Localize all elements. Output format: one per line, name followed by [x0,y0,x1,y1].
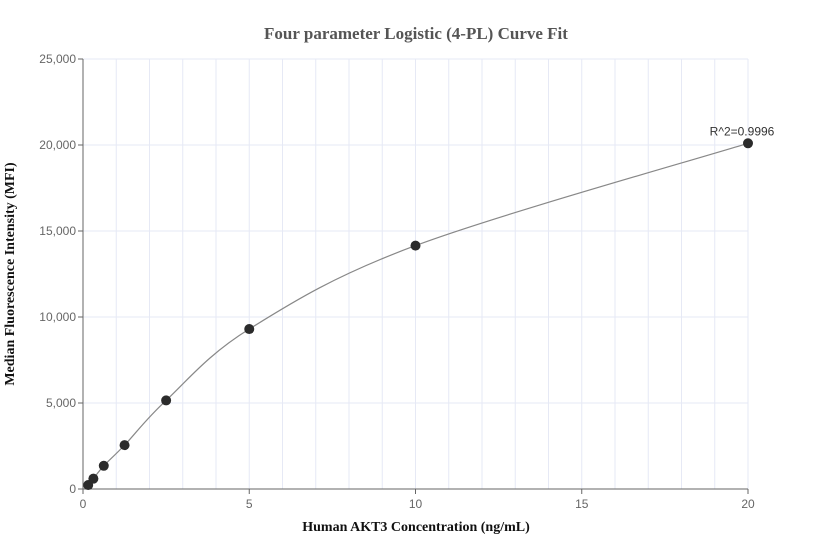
y-tick-label: 25,000 [39,52,76,66]
data-point [410,240,421,251]
x-tick-label: 0 [80,497,87,511]
data-point [161,395,172,406]
fit-curve [87,142,749,486]
grid [83,58,749,489]
data-point [743,138,753,149]
y-tick-label: 20,000 [39,138,76,152]
x-tick-label: 20 [741,497,755,511]
axes: 0 5,000 10,000 15,000 20,000 25,000 0 5 10 15 20 [39,52,755,511]
x-axis-label: Human AKT3 Concentration (ng/mL) [302,520,530,535]
x-tick-label: 10 [409,497,423,511]
y-tick-label: 0 [69,482,76,496]
y-tick-label: 10,000 [39,310,76,324]
data-point [119,440,130,451]
data-points [83,138,753,491]
x-tick-label: 5 [246,497,253,511]
data-point [88,473,99,484]
chart-title: Four parameter Logistic (4-PL) Curve Fit [264,24,568,43]
y-tick-label: 15,000 [39,224,76,238]
x-tick-label: 15 [575,497,589,511]
data-point [98,460,109,471]
data-point [244,324,255,335]
y-axis-label: Median Fluorescence Intensity (MFI) [3,162,18,386]
r-squared-annotation: R^2=0.9996 [710,124,775,138]
y-tick-label: 5,000 [46,396,76,410]
